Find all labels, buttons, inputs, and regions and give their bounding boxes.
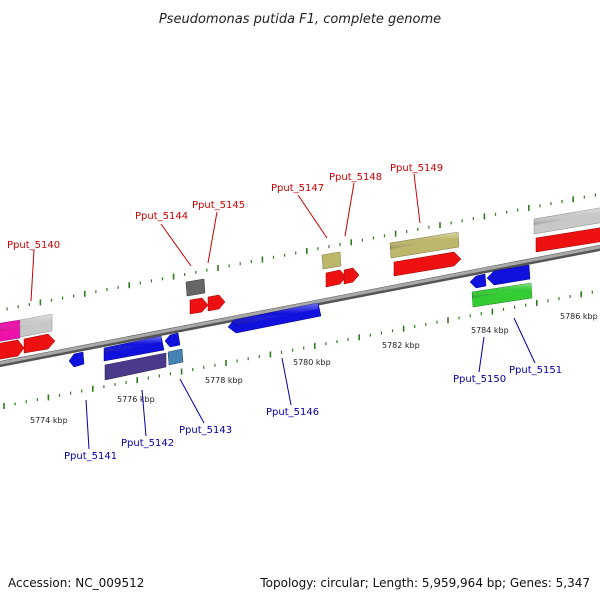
tick-label-5784: 5784 kbp xyxy=(471,326,509,335)
gene-arrow-blue-5141[interactable] xyxy=(68,351,85,368)
gene-label-pput-5141[interactable]: Pput_5141 xyxy=(64,451,117,462)
gene-arrow-red-5145[interactable] xyxy=(207,294,226,312)
map-title: Pseudomonas putida F1, complete genome xyxy=(159,12,441,27)
gene-label-pput-5148[interactable]: Pput_5148 xyxy=(329,172,382,183)
gene-arrow-blue-5143[interactable] xyxy=(164,332,181,348)
tick-label-5780: 5780 kbp xyxy=(293,358,331,367)
upper-gene-labels: Pput_5140 Pput_5144 Pput_5145 Pput_5147 … xyxy=(7,163,443,251)
gene-label-pput-5144[interactable]: Pput_5144 xyxy=(135,211,188,222)
gene-label-pput-5140[interactable]: Pput_5140 xyxy=(7,240,60,251)
gene-block-olive-5147[interactable] xyxy=(321,251,342,270)
tick-label-5774: 5774 kbp xyxy=(30,416,68,425)
gene-arrow-red-5149[interactable] xyxy=(393,251,462,277)
lower-gene-labels: Pput_5141 Pput_5142 Pput_5143 Pput_5146 … xyxy=(64,365,562,462)
genome-summary-text: Topology: circular; Length: 5,959,964 bp… xyxy=(259,576,590,590)
gene-label-pput-5147[interactable]: Pput_5147 xyxy=(271,183,324,194)
gene-arrow-red-5140a[interactable] xyxy=(0,339,25,360)
accession-text: Accession: NC_009512 xyxy=(8,576,144,590)
kbp-labels: 5774 kbp 5776 kbp 5778 kbp 5780 kbp 5782… xyxy=(30,312,598,425)
tick-label-5782: 5782 kbp xyxy=(382,341,420,350)
gene-arrow-red-5140[interactable] xyxy=(23,333,56,354)
genome-axis xyxy=(0,244,600,368)
tick-label-5776: 5776 kbp xyxy=(117,395,155,404)
tick-label-5778: 5778 kbp xyxy=(205,376,243,385)
gene-label-pput-5142[interactable]: Pput_5142 xyxy=(121,438,174,449)
gene-label-pput-5149[interactable]: Pput_5149 xyxy=(390,163,443,174)
gene-arrow-red-5148[interactable] xyxy=(343,267,360,285)
gene-block-steelblue-5143[interactable] xyxy=(167,348,184,366)
upper-leader-lines xyxy=(30,173,421,302)
gene-features xyxy=(0,207,600,381)
gene-arrow-red-right[interactable] xyxy=(535,227,600,253)
gene-arrow-blue-5151[interactable] xyxy=(486,264,531,286)
tick-label-5786: 5786 kbp xyxy=(560,312,598,321)
gene-label-pput-5143[interactable]: Pput_5143 xyxy=(179,425,232,436)
gene-block-gray-left[interactable] xyxy=(19,313,53,338)
gene-arrow-blue-5150[interactable] xyxy=(469,273,487,289)
gene-label-pput-5146[interactable]: Pput_5146 xyxy=(266,407,319,418)
gene-arrow-red-5147[interactable] xyxy=(325,269,347,288)
gene-arrow-red-5144[interactable] xyxy=(189,297,209,315)
gene-block-magenta[interactable] xyxy=(0,319,21,342)
lower-tick-scale xyxy=(3,290,593,409)
gene-block-purple-5142[interactable] xyxy=(104,352,167,381)
gene-label-pput-5151[interactable]: Pput_5151 xyxy=(509,365,562,376)
lower-leader-lines xyxy=(85,317,536,450)
gene-label-pput-5150[interactable]: Pput_5150 xyxy=(453,374,506,385)
gene-block-darkgray-5144[interactable] xyxy=(185,278,206,297)
gene-label-pput-5145[interactable]: Pput_5145 xyxy=(192,200,245,211)
